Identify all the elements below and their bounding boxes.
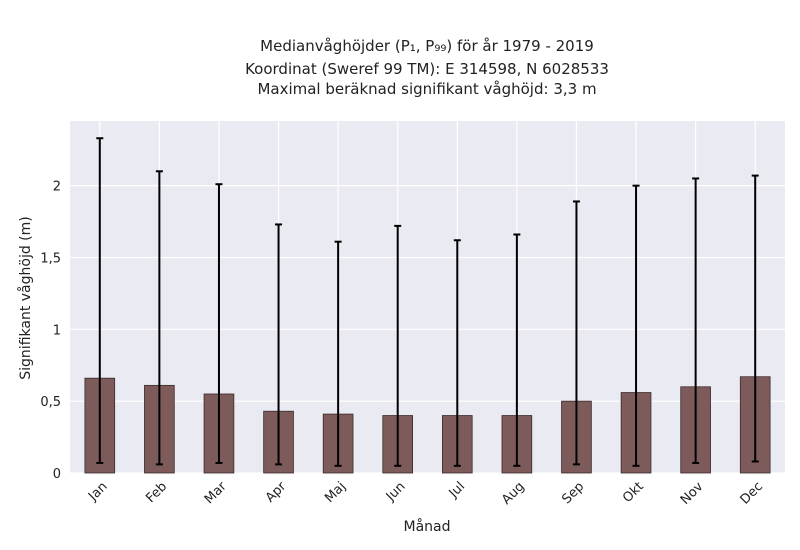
y-tick-labels: 0 0,5 1 1,5 2 <box>40 180 61 482</box>
x-tick-label: Sep <box>559 479 587 507</box>
plot-area <box>70 121 785 473</box>
x-tick-label: Maj <box>322 479 349 506</box>
x-tick-label: Nov <box>678 479 707 508</box>
title-line-1: Medianvåghöjder (P₁, P₉₉) för år 1979 - … <box>260 37 594 55</box>
y-tick-label: 2 <box>53 180 61 195</box>
y-tick-label: 1,5 <box>40 251 61 266</box>
x-tick-label: Aug <box>499 479 528 508</box>
x-tick-label: Jun <box>383 479 409 505</box>
y-tick-label: 0 <box>53 467 61 482</box>
error-bars <box>96 137 759 467</box>
x-tick-labels: Jan Feb Mar Apr Maj Jun Jul Aug Sep Okt Nov Dec <box>85 479 766 508</box>
x-tick-label: Apr <box>263 479 290 506</box>
title-line-2: Koordinat (Sweref 99 TM): E 314598, N 60… <box>245 60 609 78</box>
y-axis-label: Signifikant våghöjd (m) <box>17 216 34 379</box>
chart-title: Medianvåghöjder (P₁, P₉₉) för år 1979 - … <box>245 37 609 98</box>
x-tick-label: Jan <box>85 479 110 504</box>
x-tick-label: Okt <box>620 479 647 506</box>
y-tick-label: 1 <box>53 323 61 338</box>
x-tick-label: Mar <box>202 479 230 507</box>
y-tick-label: 0,5 <box>40 395 61 410</box>
title-line-3: Maximal beräknad signifikant våghöjd: 3,… <box>257 80 596 98</box>
x-axis-label: Månad <box>404 518 451 535</box>
x-tick-label: Feb <box>143 479 170 506</box>
x-tick-label: Jul <box>446 479 468 501</box>
x-tick-label: Dec <box>738 479 766 507</box>
